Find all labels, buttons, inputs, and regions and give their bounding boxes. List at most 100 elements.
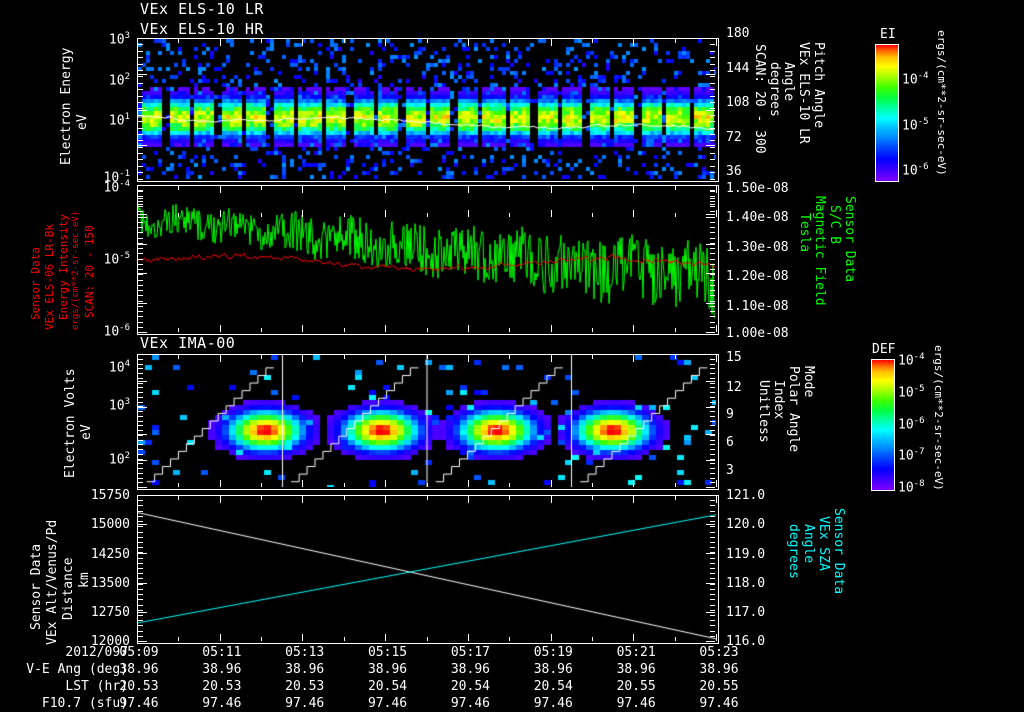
axis-tick bbox=[261, 483, 263, 487]
axis-tick bbox=[138, 121, 143, 123]
axis-tick bbox=[138, 609, 143, 611]
axis-tick bbox=[302, 634, 304, 641]
axis-tick bbox=[138, 127, 143, 129]
table-cell-lst-4: 20.54 bbox=[450, 679, 490, 694]
axis-tick bbox=[710, 599, 715, 601]
axis-tick bbox=[138, 547, 143, 549]
axis-tick bbox=[138, 206, 143, 207]
panel4-left-tick-0: 15750 bbox=[90, 488, 130, 503]
axis-tick bbox=[710, 50, 715, 52]
axis-tick bbox=[385, 39, 387, 46]
panel1-colorbar bbox=[875, 44, 899, 182]
axis-tick bbox=[426, 213, 428, 217]
axis-tick bbox=[710, 439, 715, 441]
axis-tick bbox=[716, 355, 717, 362]
axis-tick bbox=[674, 355, 676, 359]
axis-tick bbox=[706, 217, 715, 218]
axis-tick bbox=[178, 213, 180, 217]
axis-tick bbox=[343, 39, 345, 43]
axis-tick bbox=[138, 133, 143, 135]
axis-tick bbox=[219, 186, 221, 193]
panel3-right-tick-0: 15 bbox=[726, 350, 742, 365]
panel4-left-tick-1: 15000 bbox=[90, 517, 130, 532]
axis-tick bbox=[138, 95, 143, 97]
panel1-right-axis-label-1: Pitch Angle bbox=[811, 42, 826, 129]
axis-tick bbox=[219, 480, 221, 487]
axis-tick bbox=[710, 121, 715, 123]
axis-tick bbox=[302, 480, 304, 487]
axis-tick bbox=[178, 355, 180, 359]
axis-tick bbox=[138, 284, 143, 286]
axis-tick bbox=[706, 582, 715, 584]
axis-tick bbox=[710, 415, 715, 417]
axis-tick bbox=[219, 325, 221, 332]
axis-tick bbox=[633, 39, 635, 46]
axis-tick bbox=[509, 496, 511, 500]
axis-tick bbox=[138, 552, 143, 554]
axis-tick bbox=[138, 368, 143, 370]
axis-tick bbox=[710, 172, 715, 174]
panel4-right-tick-1: 120.0 bbox=[726, 517, 766, 532]
panel2-left-axis-label-3: Energy Intensity bbox=[57, 214, 70, 320]
axis-tick bbox=[138, 332, 147, 333]
axis-tick bbox=[138, 253, 143, 255]
axis-tick bbox=[138, 611, 147, 613]
axis-tick bbox=[138, 274, 143, 276]
axis-tick bbox=[261, 186, 263, 190]
axis-tick bbox=[509, 637, 511, 641]
axis-tick bbox=[138, 541, 143, 543]
axis-tick bbox=[467, 325, 469, 332]
panel1-colorbar-title: EI bbox=[880, 27, 896, 42]
axis-tick bbox=[138, 433, 147, 435]
panel2-left-tick-1: 10-5 bbox=[103, 251, 131, 268]
axis-tick bbox=[138, 468, 143, 469]
panel3-right-axis-label-2: Polar Angle bbox=[786, 366, 801, 453]
table-cell-time-1: 05:11 bbox=[202, 645, 242, 660]
axis-tick bbox=[138, 635, 143, 637]
axis-tick bbox=[385, 496, 387, 503]
axis-tick bbox=[138, 269, 143, 270]
axis-tick bbox=[343, 496, 345, 500]
panel3-left-tick-1: 103 bbox=[108, 397, 130, 414]
axis-tick bbox=[302, 325, 304, 332]
axis-tick bbox=[138, 185, 147, 186]
axis-tick bbox=[426, 186, 428, 190]
table-row-label-ve-ang: V-E Ang (deg) bbox=[26, 662, 128, 677]
axis-tick bbox=[706, 214, 715, 216]
axis-tick bbox=[467, 634, 469, 641]
axis-tick bbox=[138, 510, 143, 512]
axis-tick bbox=[138, 204, 143, 206]
axis-tick bbox=[710, 425, 715, 427]
panel1-colorbar-tick-2: 10-6 bbox=[902, 162, 929, 179]
axis-tick bbox=[138, 50, 143, 52]
panel2-right-tick-1: 1.40e-08 bbox=[726, 210, 789, 225]
panel4-plot-area bbox=[137, 495, 719, 644]
axis-tick bbox=[138, 406, 143, 408]
table-cell-ve-ang-7: 38.96 bbox=[699, 662, 739, 677]
panel4-right-tick-2: 119.0 bbox=[726, 547, 766, 562]
axis-tick bbox=[138, 326, 143, 328]
axis-tick bbox=[138, 377, 143, 379]
axis-tick bbox=[710, 63, 715, 65]
axis-tick bbox=[343, 483, 345, 487]
axis-tick bbox=[138, 195, 143, 197]
panel1-left-axis-label-1: Electron Energy bbox=[59, 47, 74, 165]
axis-tick bbox=[716, 634, 717, 641]
axis-tick bbox=[138, 420, 143, 422]
axis-tick bbox=[710, 536, 715, 538]
axis-tick bbox=[138, 82, 143, 84]
axis-tick bbox=[674, 328, 676, 332]
axis-tick bbox=[633, 210, 635, 217]
axis-tick bbox=[710, 625, 715, 627]
axis-tick bbox=[138, 630, 143, 632]
table-cell-lst-6: 20.55 bbox=[616, 679, 656, 694]
axis-tick bbox=[385, 325, 387, 332]
axis-tick bbox=[426, 483, 428, 487]
axis-tick bbox=[137, 480, 138, 487]
axis-tick bbox=[261, 496, 263, 500]
axis-tick bbox=[710, 573, 715, 575]
panel3-right-axis-label-1: Mode bbox=[801, 366, 816, 398]
axis-tick bbox=[138, 153, 143, 155]
panel1-right-axis-label-2: VEx ELS-10 LR bbox=[796, 42, 811, 144]
panel2-left-tick-0: 10-4 bbox=[103, 179, 131, 196]
